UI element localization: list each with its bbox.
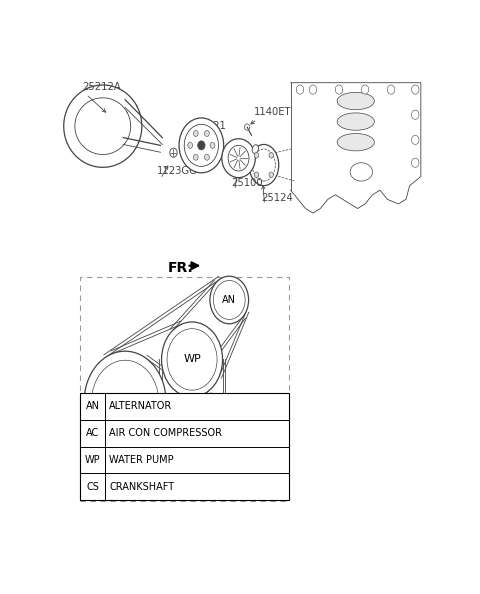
Text: 1123GG: 1123GG bbox=[156, 166, 198, 176]
Ellipse shape bbox=[222, 139, 255, 178]
Text: WP: WP bbox=[183, 355, 201, 365]
Circle shape bbox=[162, 397, 223, 472]
Circle shape bbox=[193, 131, 198, 137]
Circle shape bbox=[84, 351, 166, 452]
Circle shape bbox=[361, 85, 369, 94]
Text: AC: AC bbox=[184, 430, 200, 440]
Circle shape bbox=[162, 322, 223, 397]
Circle shape bbox=[193, 154, 198, 160]
Text: CS: CS bbox=[86, 482, 99, 492]
Text: CS: CS bbox=[118, 397, 132, 406]
Text: WP: WP bbox=[85, 455, 100, 465]
Circle shape bbox=[188, 143, 192, 148]
Text: AN: AN bbox=[85, 402, 99, 411]
Circle shape bbox=[198, 141, 205, 150]
Circle shape bbox=[254, 172, 259, 178]
Text: WATER PUMP: WATER PUMP bbox=[109, 455, 174, 465]
Circle shape bbox=[204, 154, 209, 160]
Ellipse shape bbox=[350, 163, 372, 181]
Circle shape bbox=[411, 158, 419, 168]
Text: 1140ET: 1140ET bbox=[253, 107, 291, 117]
Text: FR.: FR. bbox=[168, 261, 193, 275]
Circle shape bbox=[269, 172, 274, 178]
Circle shape bbox=[411, 135, 419, 144]
Circle shape bbox=[244, 124, 250, 130]
Bar bbox=[81, 393, 289, 500]
Ellipse shape bbox=[337, 113, 374, 130]
Circle shape bbox=[179, 118, 224, 173]
Circle shape bbox=[335, 85, 343, 94]
Ellipse shape bbox=[337, 92, 374, 110]
Circle shape bbox=[204, 131, 209, 137]
Text: AN: AN bbox=[222, 295, 236, 305]
Circle shape bbox=[184, 124, 218, 166]
Text: AC: AC bbox=[86, 428, 99, 438]
Text: 25212A: 25212A bbox=[83, 82, 121, 92]
Text: 25221: 25221 bbox=[194, 121, 226, 131]
Circle shape bbox=[210, 276, 249, 324]
Ellipse shape bbox=[252, 145, 258, 153]
Text: 25124: 25124 bbox=[261, 192, 293, 203]
Circle shape bbox=[309, 85, 317, 94]
Circle shape bbox=[269, 153, 274, 158]
Circle shape bbox=[254, 153, 259, 158]
Circle shape bbox=[387, 85, 395, 94]
Text: AIR CON COMPRESSOR: AIR CON COMPRESSOR bbox=[109, 428, 222, 438]
Ellipse shape bbox=[337, 134, 374, 151]
Circle shape bbox=[228, 146, 249, 171]
Circle shape bbox=[411, 110, 419, 119]
Text: ALTERNATOR: ALTERNATOR bbox=[109, 402, 172, 411]
Circle shape bbox=[296, 85, 304, 94]
Text: 25100: 25100 bbox=[231, 178, 263, 188]
Circle shape bbox=[210, 143, 215, 148]
Circle shape bbox=[170, 148, 177, 157]
Ellipse shape bbox=[249, 144, 279, 185]
Text: CRANKSHAFT: CRANKSHAFT bbox=[109, 482, 174, 492]
Circle shape bbox=[411, 85, 419, 94]
